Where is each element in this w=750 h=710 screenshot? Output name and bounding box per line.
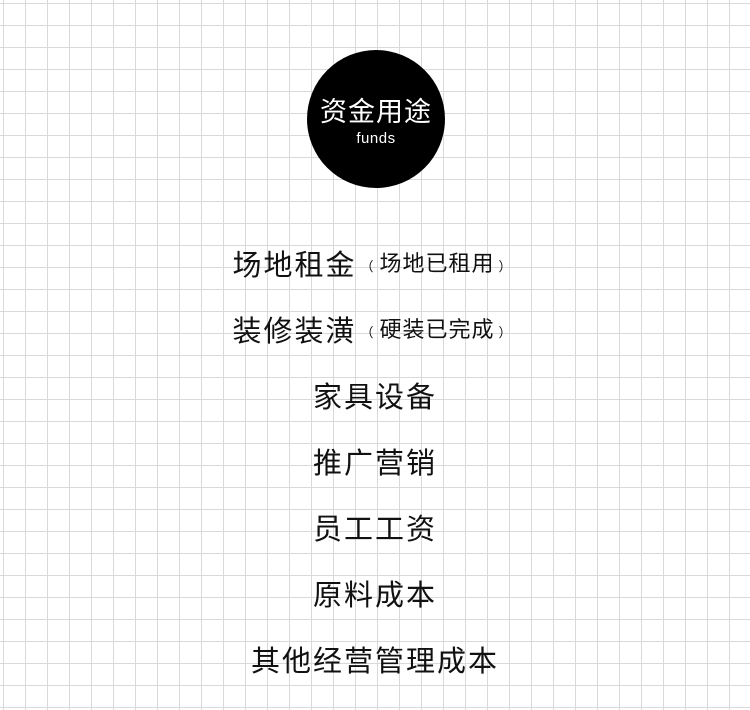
- item-text: 推广营销: [312, 445, 437, 480]
- list-item-marketing: 推广营销: [0, 430, 750, 496]
- list-item-furniture: 家具设备: [0, 364, 750, 430]
- funds-badge: 资金用途 funds: [307, 50, 445, 188]
- list-item-salary: 员工工资: [0, 496, 750, 562]
- badge-title: 资金用途: [320, 96, 432, 128]
- item-text: 原料成本: [312, 577, 437, 612]
- item-text: 家具设备: [312, 379, 437, 414]
- paren-open: （: [360, 325, 376, 341]
- paren-close: ）: [498, 259, 514, 275]
- list-item-decoration: 装修装潢（硬装已完成）: [0, 298, 750, 364]
- item-note: 场地已租用: [379, 252, 495, 277]
- item-text: 员工工资: [312, 511, 437, 546]
- paren-open: （: [360, 259, 376, 275]
- badge-subtitle: funds: [356, 129, 396, 147]
- item-text: 其他经营管理成本: [250, 643, 499, 678]
- list-item-other-costs: 其他经营管理成本: [0, 628, 750, 694]
- item-text: 场地租金: [232, 247, 357, 282]
- funds-use-list: 场地租金（场地已租用） 装修装潢（硬装已完成） 家具设备 推广营销 员工工资 原…: [0, 232, 750, 694]
- list-item-materials: 原料成本: [0, 562, 750, 628]
- item-text: 装修装潢: [232, 313, 357, 348]
- list-item-rent: 场地租金（场地已租用）: [0, 232, 750, 298]
- paren-close: ）: [498, 325, 514, 341]
- item-note: 硬装已完成: [379, 318, 495, 343]
